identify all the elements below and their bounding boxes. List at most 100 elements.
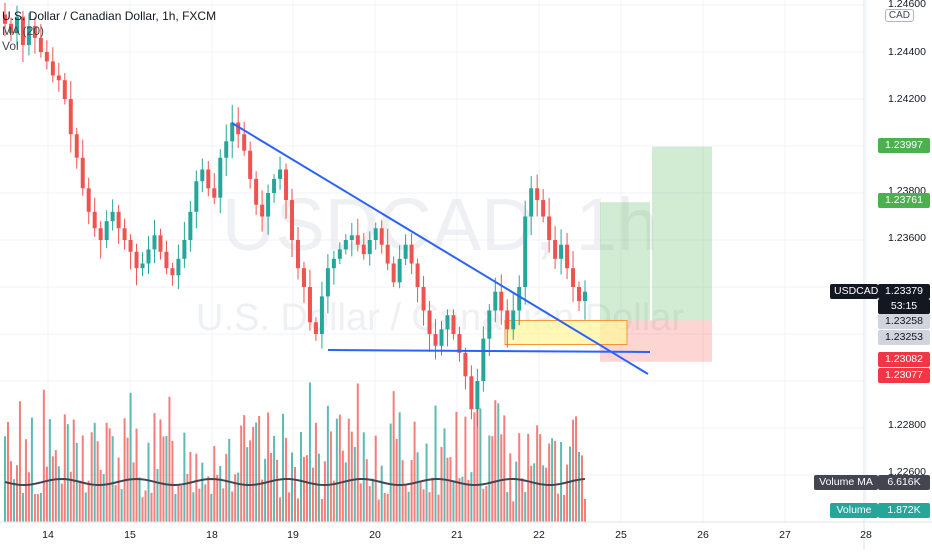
candle-body [26, 26, 31, 45]
candle-body [583, 291, 587, 302]
candle-body [379, 228, 384, 245]
volume-bar [132, 462, 135, 522]
volume-bar [386, 493, 389, 522]
volume-bar [518, 433, 521, 522]
volume-bar [425, 443, 428, 522]
volume-bar [512, 501, 515, 522]
volume-bar [311, 467, 314, 522]
price-tick: 1.23600 [888, 232, 926, 244]
time-tick: 28 [860, 529, 872, 541]
volume-bar [99, 469, 102, 522]
volume-bar [308, 382, 311, 522]
volume-bar [407, 491, 410, 522]
candle-body [164, 251, 169, 269]
drawings[interactable] [231, 122, 651, 375]
volume-bar [207, 476, 210, 522]
candle-body [20, 16, 25, 45]
candle-body [427, 310, 432, 334]
volume-bar [174, 493, 177, 522]
target-high-tag: 1.23997 [878, 138, 930, 153]
volume-bar [485, 485, 488, 522]
stop-high-tag: 1.23082 [878, 352, 930, 367]
volume-bar [335, 418, 338, 522]
volume-bar [503, 415, 506, 522]
volume-bar [296, 498, 299, 522]
volume-bar [530, 465, 533, 522]
candle-body [481, 338, 486, 381]
volume-bar [323, 461, 326, 522]
candle-body [8, 23, 13, 34]
candle-body [415, 263, 420, 287]
target-zone-2 [652, 146, 712, 321]
volume-bar [326, 405, 329, 522]
volume-bar [398, 412, 401, 522]
volume-bar [243, 415, 246, 522]
currency-badge[interactable]: CAD [884, 9, 914, 22]
volume-bar [359, 483, 362, 522]
volume-bar [42, 389, 45, 522]
legend-vol[interactable]: Vol [2, 39, 19, 53]
candle-body [278, 169, 283, 179]
candle-body [248, 150, 253, 179]
volume-bar [255, 422, 258, 522]
volume-bar [416, 452, 419, 522]
volume-bar [440, 447, 443, 522]
candle-body [56, 75, 61, 81]
candle-body [98, 228, 103, 240]
volume-bar [267, 412, 270, 522]
volume-bar [527, 433, 530, 522]
volume-bar [341, 450, 344, 522]
candle-body [38, 37, 43, 52]
target-low-tag: 1.23761 [878, 193, 930, 208]
volume-bar [177, 484, 180, 522]
volume-bar [87, 480, 90, 522]
volume-bar [96, 441, 99, 522]
volume-bar [572, 419, 575, 522]
candle-body [236, 122, 241, 135]
volume-bar [279, 497, 282, 522]
candle-body [146, 249, 151, 264]
volume-bar [395, 438, 398, 522]
volume-bar [57, 466, 60, 522]
volume-bar [4, 436, 6, 522]
volume-bar [228, 438, 231, 522]
volume-bar [494, 400, 497, 522]
candle-body [50, 61, 55, 76]
price-tick: 1.22800 [888, 419, 926, 431]
candle-body [469, 376, 474, 410]
candle-body [284, 169, 289, 201]
volume-bar [302, 456, 305, 522]
volume-bar [12, 479, 15, 522]
volume-bar [332, 480, 335, 522]
candle-body [116, 211, 121, 229]
volume-bar [356, 383, 359, 522]
candle-body [529, 188, 534, 217]
volume-bar [219, 465, 222, 522]
volume-bar [329, 431, 332, 522]
legend-ma[interactable]: MA (20) [2, 24, 45, 38]
volume-bar [141, 497, 144, 522]
volume-bar [180, 485, 183, 522]
volume-bar [237, 472, 240, 522]
legend-title[interactable]: U.S. Dollar / Canadian Dollar, 1h, FXCM [2, 9, 217, 23]
volume-ma-line [4, 477, 586, 487]
volume-bar [539, 434, 542, 522]
volume-bar [476, 402, 479, 522]
volume-bar [294, 467, 296, 522]
volume-bar [497, 403, 500, 522]
candle-body [373, 228, 378, 240]
price-tick: 1.24400 [888, 46, 926, 58]
volume-bar [491, 436, 494, 522]
volume-bar [192, 492, 195, 522]
candle-body [80, 157, 85, 189]
volume-bar [365, 459, 368, 522]
volume-bar [470, 472, 473, 522]
symbol-label: USDCAD [830, 284, 878, 299]
candle-body [140, 263, 145, 269]
volume-bar [216, 474, 219, 522]
volume-bar [299, 432, 302, 522]
volume-bar [578, 451, 581, 522]
candle-body [511, 310, 516, 330]
